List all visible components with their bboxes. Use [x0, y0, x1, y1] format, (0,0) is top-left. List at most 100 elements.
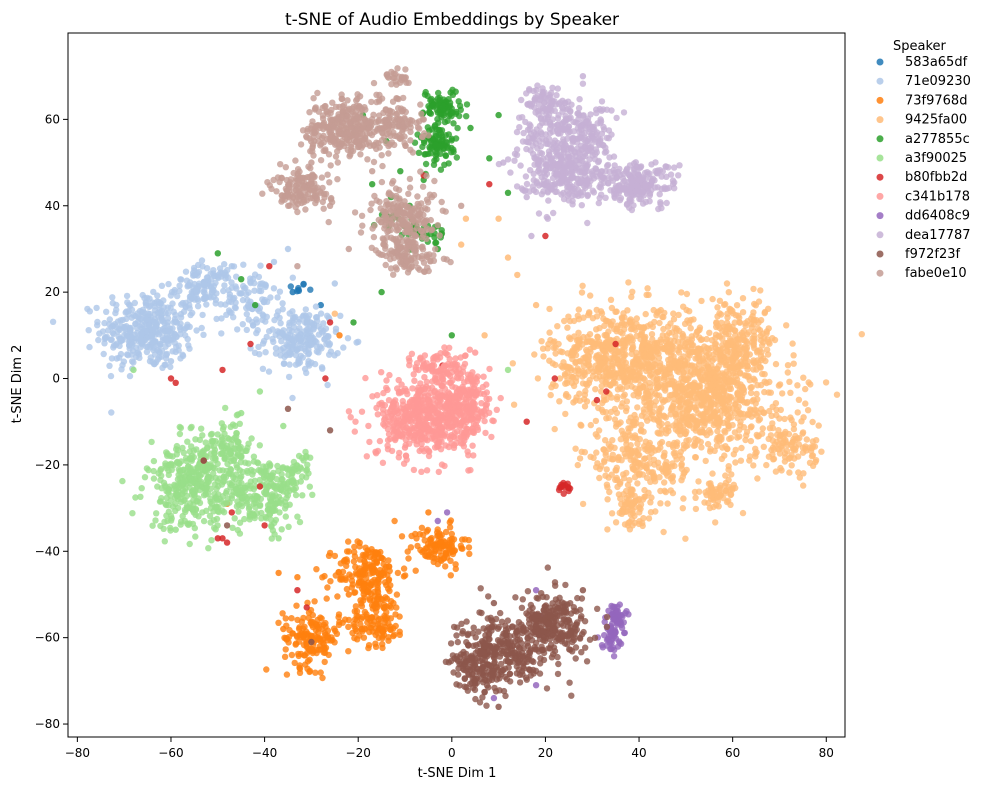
- scatter-point: [794, 409, 801, 416]
- scatter-point: [109, 294, 116, 301]
- scatter-point: [584, 352, 592, 359]
- scatter-point: [177, 495, 185, 502]
- scatter-point: [262, 349, 269, 356]
- scatter-point: [203, 507, 210, 514]
- scatter-point: [633, 315, 640, 322]
- scatter-point: [675, 361, 682, 369]
- scatter-point: [333, 630, 341, 637]
- scatter-point: [340, 344, 347, 351]
- scatter-point: [761, 309, 768, 317]
- scatter-point: [126, 328, 134, 335]
- scatter-point: [602, 437, 609, 444]
- scatter-point: [245, 440, 252, 447]
- scatter-point: [684, 336, 691, 343]
- scatter-point: [126, 342, 133, 349]
- scatter-point: [598, 377, 606, 384]
- scatter-point: [698, 297, 705, 305]
- scatter-point: [433, 150, 440, 157]
- scatter-point: [96, 330, 103, 337]
- scatter-point: [372, 613, 379, 620]
- scatter-point: [720, 419, 727, 427]
- scatter-point: [808, 453, 816, 460]
- scatter-point: [432, 401, 439, 408]
- scatter-point: [362, 374, 369, 382]
- scatter-point: [683, 376, 690, 383]
- scatter-point: [604, 496, 611, 503]
- scatter-point: [602, 348, 609, 355]
- scatter-point: [171, 339, 178, 346]
- scatter-point: [289, 394, 296, 402]
- scatter-point: [673, 327, 680, 334]
- scatter-point: [403, 412, 410, 419]
- scatter-point: [621, 391, 628, 398]
- scatter-point: [679, 385, 686, 392]
- scatter-point: [454, 124, 461, 132]
- scatter-point: [305, 325, 312, 333]
- scatter-point: [651, 361, 658, 368]
- scatter-point: [669, 474, 676, 481]
- scatter-point: [655, 308, 662, 315]
- scatter-point: [769, 451, 776, 458]
- scatter-point: [352, 418, 359, 425]
- scatter-point: [778, 443, 785, 450]
- scatter-point: [238, 276, 245, 283]
- scatter-point: [376, 437, 384, 445]
- scatter-point: [763, 461, 770, 469]
- scatter-point: [598, 388, 605, 395]
- scatter-point: [150, 475, 158, 482]
- scatter-point: [242, 493, 249, 500]
- scatter-point: [732, 354, 740, 361]
- scatter-point: [744, 318, 751, 325]
- scatter-point: [351, 543, 358, 551]
- scatter-point: [376, 401, 383, 408]
- scatter-point: [254, 327, 261, 334]
- scatter-point: [603, 396, 610, 403]
- scatter-point: [331, 552, 339, 560]
- scatter-point: [430, 161, 438, 168]
- scatter-point: [379, 459, 387, 466]
- scatter-point: [234, 450, 241, 457]
- scatter-point: [353, 612, 360, 620]
- scatter-point: [565, 313, 572, 320]
- scatter-point: [100, 350, 107, 358]
- scatter-point: [815, 422, 822, 429]
- scatter-point: [86, 308, 94, 315]
- scatter-point: [763, 379, 770, 387]
- scatter-point: [174, 447, 182, 454]
- scatter-point: [587, 421, 594, 429]
- scatter-point: [324, 312, 331, 319]
- scatter-point: [572, 445, 579, 452]
- scatter-point: [284, 342, 291, 350]
- scatter-point: [175, 347, 182, 354]
- scatter-point: [725, 289, 732, 296]
- scatter-point: [434, 526, 441, 533]
- scatter-point: [293, 602, 300, 609]
- scatter-point: [619, 362, 626, 369]
- scatter-point: [235, 508, 242, 515]
- scatter-point: [326, 351, 333, 358]
- scatter-point: [858, 331, 865, 338]
- scatter-point: [725, 330, 732, 338]
- scatter-point: [210, 443, 218, 450]
- scatter-point: [626, 317, 633, 324]
- scatter-point: [207, 294, 214, 301]
- scatter-point: [268, 516, 275, 524]
- scatter-point: [327, 578, 334, 585]
- scatter-point: [675, 349, 683, 356]
- scatter-point: [303, 467, 310, 474]
- scatter-point: [184, 438, 191, 445]
- scatter-point: [326, 340, 334, 348]
- scatter-point: [384, 437, 392, 444]
- scatter-point: [576, 390, 583, 397]
- scatter-point: [659, 366, 667, 373]
- scatter-point: [121, 324, 128, 332]
- scatter-point: [545, 340, 552, 348]
- scatter-point: [534, 375, 542, 382]
- scatter-point: [406, 417, 414, 424]
- scatter-point: [608, 372, 615, 379]
- scatter-point: [112, 323, 120, 331]
- scatter-point: [214, 460, 221, 467]
- scatter-point: [263, 472, 271, 480]
- series-a3f90025: [119, 366, 512, 552]
- scatter-point: [687, 316, 694, 324]
